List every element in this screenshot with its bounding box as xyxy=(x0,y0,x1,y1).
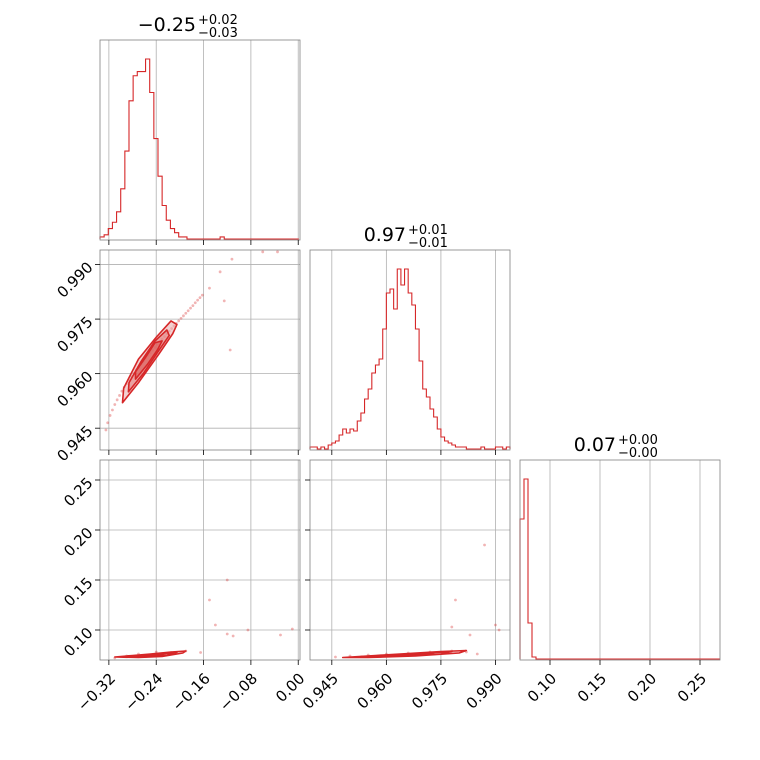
sample-point xyxy=(186,309,190,313)
sample-point xyxy=(199,651,202,654)
sample-point xyxy=(290,627,294,631)
x-tick-label: 0.990 xyxy=(463,670,506,713)
y-tick-label: 0.960 xyxy=(53,367,96,410)
sample-point xyxy=(193,301,197,305)
sample-point xyxy=(111,408,114,412)
histogram-series-2 xyxy=(309,268,511,450)
scatter-panel-2-3 xyxy=(305,459,511,665)
title-median: 0.97 xyxy=(364,224,406,246)
title-lower-error: −0.00 xyxy=(618,446,658,461)
histogram-panel-2: 0.97 +0.01−0.01 xyxy=(309,223,511,455)
sample-point xyxy=(475,652,479,656)
sample-point xyxy=(494,623,497,627)
histogram-panel-3: 0.07 +0.00−0.00 xyxy=(519,433,721,665)
sample-point xyxy=(182,314,185,318)
title-lower-error: −0.03 xyxy=(198,26,238,41)
sample-point xyxy=(184,311,188,315)
sample-point xyxy=(279,633,282,637)
scatter-panel-1-2 xyxy=(95,249,301,455)
panel-background xyxy=(310,460,510,660)
panel-frame xyxy=(99,249,301,451)
sample-point xyxy=(276,250,279,254)
x-tick-label: 0.945 xyxy=(299,670,342,713)
sample-point xyxy=(106,421,110,425)
title-upper-error: +0.02 xyxy=(198,13,238,28)
title-median: −0.25 xyxy=(138,14,196,36)
x-tick-label: −0.32 xyxy=(74,670,119,715)
panel-frame xyxy=(519,459,721,661)
panel-background xyxy=(100,40,300,240)
panel-frame xyxy=(309,459,511,661)
sample-point xyxy=(200,293,204,297)
sample-point xyxy=(231,634,235,638)
sample-point xyxy=(246,628,250,632)
sample-point xyxy=(261,250,265,254)
histogram-series-3 xyxy=(519,478,720,660)
x-tick-label: 0.25 xyxy=(674,670,710,706)
histogram-series-1 xyxy=(99,58,299,240)
sample-point xyxy=(208,598,211,602)
title-median: 0.07 xyxy=(574,434,616,456)
panel-background xyxy=(100,250,300,450)
sample-point xyxy=(118,394,121,397)
title-upper-error: +0.01 xyxy=(408,223,448,238)
y-tick-label: 0.975 xyxy=(53,313,96,356)
sample-point xyxy=(222,299,226,303)
y-tick-label: 0.10 xyxy=(60,624,96,660)
panel-background xyxy=(310,250,510,450)
sample-point xyxy=(468,633,472,637)
y-tick-label: 0.15 xyxy=(60,574,96,610)
panel-frame xyxy=(309,249,511,451)
scatter-panel-1-3 xyxy=(95,459,301,665)
sample-point xyxy=(191,304,195,308)
panel-background xyxy=(520,460,720,660)
x-tick-label: −0.16 xyxy=(169,670,214,715)
sample-point xyxy=(334,655,337,659)
contour-level-3 xyxy=(378,652,435,657)
sample-point xyxy=(108,414,112,417)
sample-point xyxy=(450,625,454,629)
sample-point xyxy=(213,623,217,627)
panel-title-2: 0.97 +0.01−0.01 xyxy=(364,223,448,251)
sample-point xyxy=(208,286,211,290)
sample-point xyxy=(104,428,108,432)
x-tick-label: 0.975 xyxy=(408,670,451,713)
y-tick-label: 0.25 xyxy=(60,474,96,510)
sample-point xyxy=(115,398,119,402)
sample-point xyxy=(225,632,229,636)
sample-point xyxy=(497,628,501,632)
y-tick-label: 0.990 xyxy=(53,258,96,301)
panel-title-1: −0.25 +0.02−0.03 xyxy=(138,13,238,41)
x-tick-label: −0.24 xyxy=(121,670,166,715)
sample-point xyxy=(179,316,183,320)
title-lower-error: −0.01 xyxy=(408,236,448,251)
histogram-panel-1: −0.25 +0.02−0.03 xyxy=(99,13,301,245)
contour-level-3 xyxy=(134,340,163,380)
sample-point xyxy=(228,348,232,352)
panel-title-3: 0.07 +0.00−0.00 xyxy=(574,433,658,461)
sample-point xyxy=(225,578,229,582)
x-tick-label: 0.960 xyxy=(354,670,397,713)
sample-point xyxy=(113,403,117,406)
sample-point xyxy=(218,270,222,274)
sample-point xyxy=(189,306,192,310)
sample-point xyxy=(454,598,457,602)
x-tick-label: −0.08 xyxy=(216,670,261,715)
sample-point xyxy=(177,319,181,323)
panel-background xyxy=(100,460,300,660)
contour-level-3 xyxy=(137,652,166,657)
sample-point xyxy=(196,298,200,302)
x-tick-label: 0.20 xyxy=(624,670,660,706)
y-tick-label: 0.945 xyxy=(53,422,96,465)
x-tick-label: 0.10 xyxy=(524,670,560,706)
sample-point xyxy=(230,257,234,261)
title-upper-error: +0.00 xyxy=(618,433,658,448)
x-tick-label: 0.15 xyxy=(574,670,610,706)
panel-frame xyxy=(99,459,301,661)
panel-frame xyxy=(99,39,301,241)
y-tick-label: 0.20 xyxy=(60,524,96,560)
sample-point xyxy=(198,296,202,300)
sample-point xyxy=(483,543,486,547)
